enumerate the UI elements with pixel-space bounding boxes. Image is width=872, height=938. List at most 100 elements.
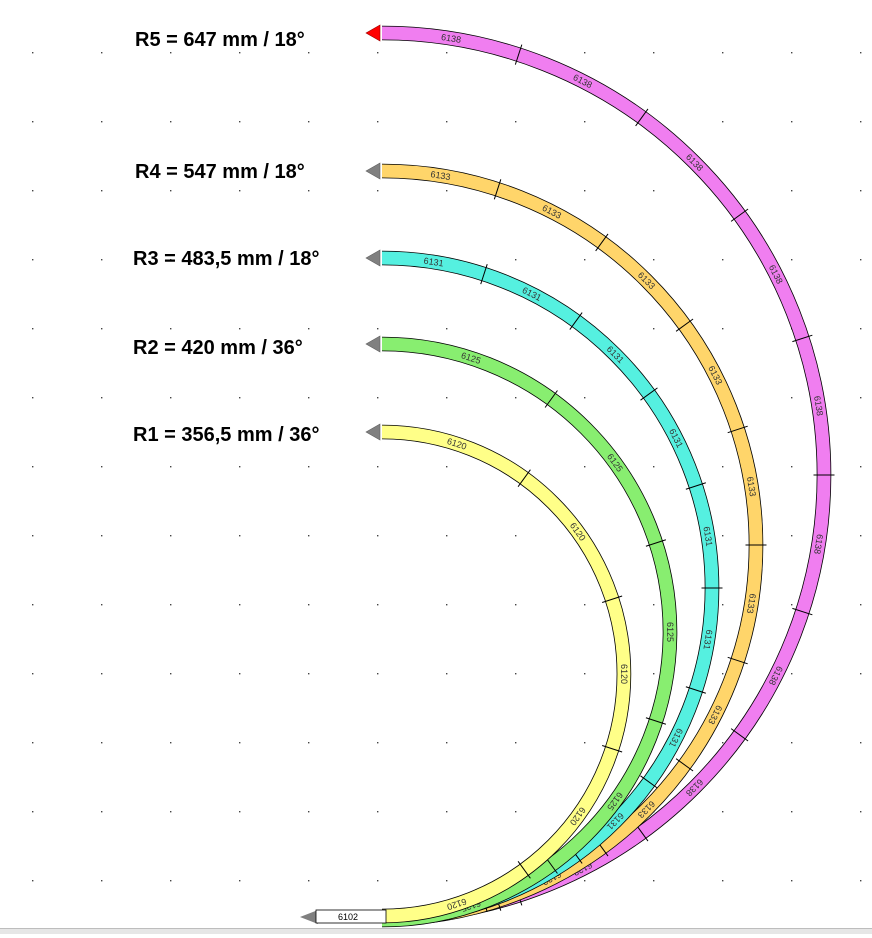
grid-dot (791, 811, 793, 813)
grid-dot (446, 397, 448, 399)
track-fill (381, 425, 631, 923)
grid-dot (446, 535, 448, 537)
segment-joint (727, 425, 748, 434)
grid-dot (32, 52, 34, 54)
grid-dot (377, 673, 379, 675)
grid-dot (239, 259, 241, 261)
grid-dot (722, 52, 724, 54)
grid-dot (377, 880, 379, 882)
track-fill (381, 164, 763, 926)
grid-dot (101, 604, 103, 606)
grid-dot (308, 121, 310, 123)
grid-dot (860, 397, 862, 399)
grid-dot (653, 328, 655, 330)
grid-dot (101, 742, 103, 744)
grid-dot (32, 604, 34, 606)
grid-dot (170, 259, 172, 261)
grid-dot (239, 811, 241, 813)
grid-dot (584, 190, 586, 192)
segment-joint (544, 390, 558, 408)
grid-dot (32, 259, 34, 261)
grid-dot (170, 121, 172, 123)
grid-dot (32, 880, 34, 882)
end-arrow-icon[interactable] (365, 24, 381, 42)
end-arrow-icon[interactable] (365, 162, 381, 180)
grid-dot (101, 397, 103, 399)
grid-dot (377, 811, 379, 813)
grid-dot (377, 535, 379, 537)
grid-dot (791, 52, 793, 54)
grid-dot (377, 52, 379, 54)
grid-dot (653, 52, 655, 54)
grid-dot (653, 190, 655, 192)
segment-joint (602, 745, 623, 753)
grid-dot (101, 673, 103, 675)
grid-dot (308, 811, 310, 813)
segment-joint (569, 312, 583, 330)
segment-joint (792, 334, 813, 343)
grid-dot (32, 121, 34, 123)
grid-dot (377, 190, 379, 192)
segment-joint (640, 387, 658, 401)
segment-label: 6138 (812, 395, 825, 416)
grid-dot (170, 535, 172, 537)
radius-label-r3: R3 = 483,5 mm / 18° (133, 248, 320, 270)
grid-dot (722, 811, 724, 813)
grid-dot (239, 673, 241, 675)
grid-dot (515, 673, 517, 675)
grid-dot (101, 190, 103, 192)
grid-dot (308, 190, 310, 192)
end-arrow-icon[interactable] (365, 249, 381, 267)
grid-dot (584, 880, 586, 882)
grid-dot (860, 811, 862, 813)
end-arrow-icon[interactable] (365, 335, 381, 353)
grid-dot (515, 121, 517, 123)
grid-dot (584, 604, 586, 606)
straight-track-rail[interactable] (315, 909, 387, 924)
grid-dot (860, 328, 862, 330)
grid-dot (515, 397, 517, 399)
track-outline (381, 163, 764, 927)
grid-dot (239, 604, 241, 606)
grid-dot (308, 328, 310, 330)
grid-dot (515, 535, 517, 537)
grid-dot (515, 328, 517, 330)
grid-dot (446, 742, 448, 744)
grid-dot (239, 52, 241, 54)
grid-dot (32, 466, 34, 468)
grid-dot (32, 742, 34, 744)
track-arcs: 6138613861386138613861386138613861386138… (365, 24, 835, 928)
segment-joint (685, 686, 706, 694)
grid-dot (722, 742, 724, 744)
grid-dot (722, 328, 724, 330)
grid-dot (722, 121, 724, 123)
straight-track[interactable]: 6102 (300, 909, 387, 924)
grid-dot (32, 535, 34, 537)
grid-dot (32, 328, 34, 330)
grid-dot (722, 535, 724, 537)
grid-dot (170, 604, 172, 606)
end-arrow-icon[interactable] (365, 423, 381, 441)
segment-label: 6125 (665, 622, 675, 642)
horizontal-scrollbar[interactable] (0, 928, 872, 934)
segment-joint (514, 44, 523, 65)
grid-dot (446, 466, 448, 468)
segment-joint (675, 758, 694, 772)
grid-dot (101, 52, 103, 54)
segment-label: 6133 (430, 169, 451, 182)
segment-joint (480, 264, 488, 285)
grid-dot (653, 604, 655, 606)
grid-dot (446, 880, 448, 882)
grid-dot (170, 673, 172, 675)
grid-dot (32, 811, 34, 813)
grid-dot (101, 535, 103, 537)
segment-joint (640, 775, 658, 789)
grid-dot (653, 259, 655, 261)
segment-label: 6120 (619, 664, 629, 684)
segment-label: 6138 (440, 32, 461, 45)
grid-dot (860, 535, 862, 537)
grid-dot (170, 52, 172, 54)
